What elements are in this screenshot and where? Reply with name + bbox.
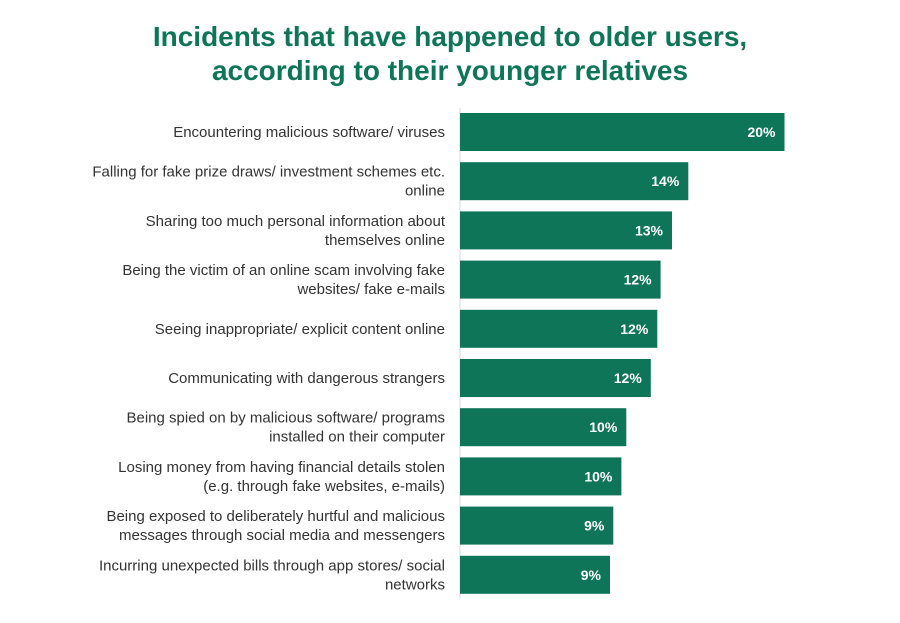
bar-3: [460, 211, 672, 250]
bar-1: [460, 113, 785, 151]
bar-value-label-7: 10%: [589, 419, 618, 435]
category-label-7-line-1: Being spied on by malicious software/ pr…: [127, 410, 446, 427]
bar-value-label-3: 13%: [635, 222, 664, 238]
category-label-8-line-2: (e.g. through fake websites, e-mails): [203, 478, 445, 495]
category-label-10-line-2: networks: [385, 576, 445, 593]
bar-value-label-10: 9%: [581, 567, 602, 583]
bar-value-label-8: 10%: [584, 468, 613, 484]
category-label-9-line-1: Being exposed to deliberately hurtful an…: [106, 508, 445, 525]
bar-7: [460, 408, 627, 447]
category-label-3-line-1: Sharing too much personal information ab…: [146, 213, 446, 230]
category-label-6: Communicating with dangerous strangers: [168, 370, 445, 387]
category-label-8-line-1: Losing money from having financial detai…: [118, 459, 445, 476]
chart-title-line-1: Incidents that have happened to older us…: [152, 21, 748, 52]
category-label-9-line-2: messages through social media and messen…: [119, 527, 445, 544]
category-label-3-line-2: themselves online: [325, 232, 445, 249]
bar-8: [460, 457, 622, 496]
chart-title: Incidents that have happened to older us…: [0, 20, 900, 88]
bar-9: [460, 506, 614, 545]
bar-4: [460, 260, 661, 299]
bar-value-label-5: 12%: [620, 321, 649, 337]
category-label-2-line-1: Falling for fake prize draws/ investment…: [92, 164, 445, 181]
bar-5: [460, 309, 658, 348]
category-label-4-line-1: Being the victim of an online scam invol…: [122, 262, 445, 279]
category-label-10-line-1: Incurring unexpected bills through app s…: [99, 557, 445, 574]
category-label-2-line-2: online: [405, 183, 445, 200]
bar-6: [460, 359, 651, 397]
bar-2: [460, 162, 689, 201]
bar-value-label-9: 9%: [584, 518, 605, 534]
category-label-5: Seeing inappropriate/ explicit content o…: [155, 321, 445, 338]
bar-value-label-1: 20%: [747, 124, 776, 140]
category-label-1: Encountering malicious software/ viruses: [173, 124, 445, 141]
category-label-4-line-2: websites/ fake e-mails: [296, 281, 445, 298]
category-label-7-line-2: installed on their computer: [269, 429, 445, 446]
bar-10: [460, 555, 610, 594]
chart-title-line-2: according to their younger relatives: [211, 55, 689, 86]
bar-value-label-4: 12%: [624, 272, 653, 288]
bar-value-label-2: 14%: [651, 173, 680, 189]
bar-value-label-6: 12%: [614, 370, 643, 386]
